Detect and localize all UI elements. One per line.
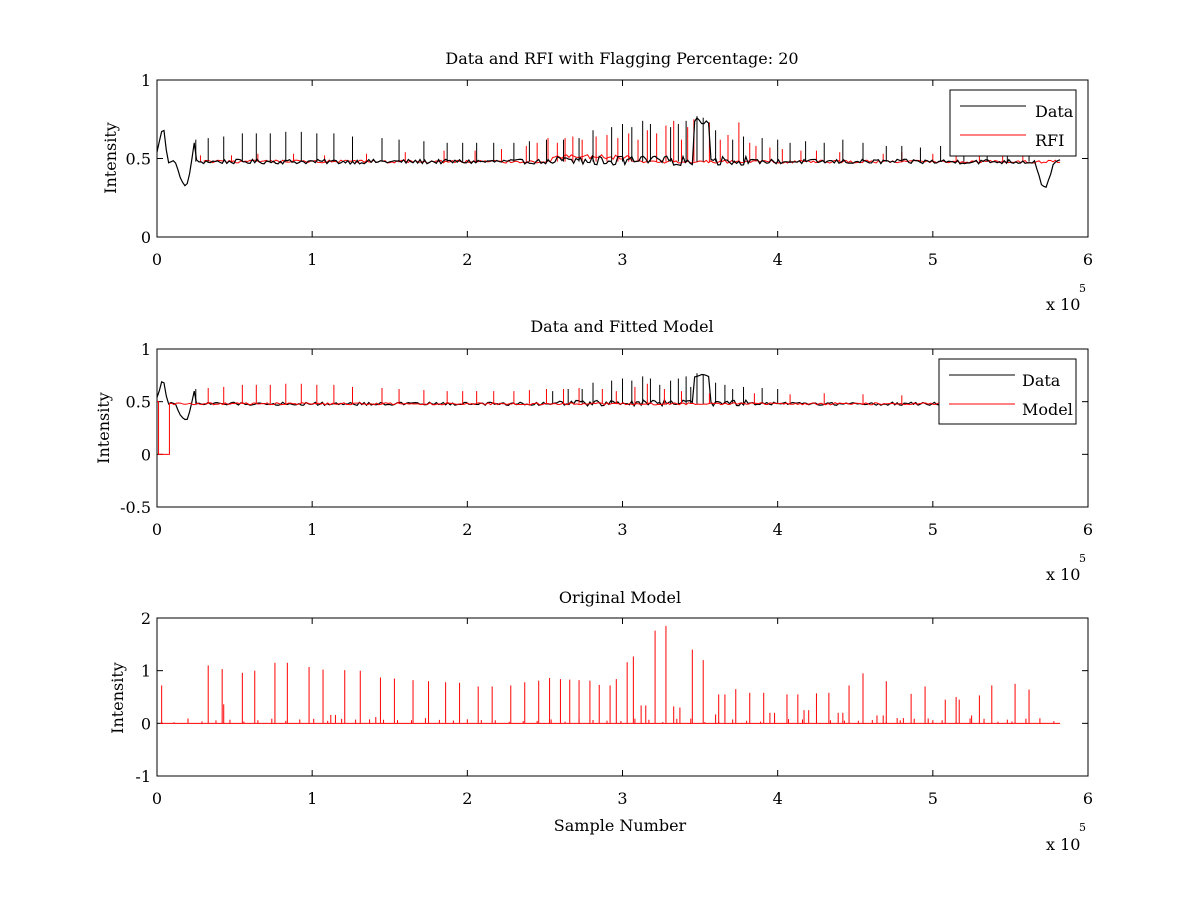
x-tick-label: 5 [928,520,938,539]
x-tick-label: 6 [1083,520,1093,539]
legend-2: Data Model [938,358,1077,425]
x-tick-label: 5 [928,789,938,808]
x-tick-label: 6 [1083,789,1093,808]
y-tick-label: 1 [141,662,151,681]
ticks-1: 0 1 2 3 4 5 6 0 0.5 1 [126,71,1094,269]
y-tick-label: 0.5 [126,393,151,412]
legend-box-1 [949,89,1077,157]
series-data-trace [156,116,1061,188]
y-tick-label: -0.5 [120,498,151,517]
exponent-power-1: 5 [1079,282,1086,295]
axes-box-2 [156,348,1089,508]
y-tick-label: 1 [141,340,151,359]
subplot-1: Data and RFI with Flagging Percentage: 2… [101,49,1093,314]
y-tick-label: 2 [141,609,151,628]
exponent-power-2: 5 [1079,552,1086,565]
legend-label-rfi-1: RFI [1035,131,1064,150]
x-tick-label: 1 [307,789,317,808]
title-1: Data and RFI with Flagging Percentage: 2… [445,49,798,68]
ylabel-3: Intensity [108,662,127,734]
legend-label-model-2: Model [1022,400,1073,419]
marks-2 [156,373,1061,455]
ticks-2: 0 1 2 3 4 5 6-0.500.51 [120,340,1093,539]
xlabel-3: Sample Number [554,816,687,835]
x-tick-label: 2 [462,789,472,808]
y-tick-label: -1 [135,767,151,786]
x-tick-label: 4 [773,250,783,269]
exponent-label-2: x 10 5 [1046,552,1086,584]
y-tick-label: 0 [141,228,151,247]
marks-3 [160,625,1061,724]
exponent-base-2: x 10 [1046,565,1080,584]
x-tick-label: 6 [1083,250,1093,269]
x-tick-label: 2 [462,520,472,539]
title-3: Original Model [559,588,681,607]
y-tick-label: 0 [141,445,151,464]
exponent-label-3: x 10 5 [1046,821,1086,854]
legend-box-2 [938,358,1077,425]
x-tick-label: 0 [152,789,162,808]
y-tick-label: 0.5 [126,150,151,169]
x-tick-label: 4 [773,789,783,808]
legend-1: Data RFI [949,89,1077,157]
y-tick-label: 1 [141,71,151,90]
legend-label-data-2: Data [1022,371,1061,390]
x-tick-label: 1 [307,520,317,539]
x-tick-label: 0 [152,250,162,269]
x-tick-label: 4 [773,520,783,539]
axes-box-3 [156,617,1089,777]
legend-label-data-1: Data [1035,102,1074,121]
ylabel-2: Intensity [94,392,113,464]
x-tick-label: 0 [152,520,162,539]
x-tick-label: 3 [617,520,627,539]
x-tick-label: 5 [928,250,938,269]
x-tick-label: 2 [462,250,472,269]
exponent-power-3: 5 [1079,821,1086,834]
ylabel-1: Intensity [101,122,120,194]
subplot-2: Data and Fitted Model Intensity 0 1 2 3 4 5 6 -… [94,317,1093,584]
exponent-base-3: x 10 [1046,835,1080,854]
title-2: Data and Fitted Model [530,317,713,336]
x-tick-label: 3 [617,789,627,808]
exponent-base-1: x 10 [1046,295,1080,314]
series-model-trace [157,401,1059,455]
x-tick-label: 3 [617,250,627,269]
exponent-label-1: x 10 5 [1046,282,1086,314]
x-tick-label: 1 [307,250,317,269]
marks-1 [156,116,1061,188]
y-tick-label: 0 [141,714,151,733]
